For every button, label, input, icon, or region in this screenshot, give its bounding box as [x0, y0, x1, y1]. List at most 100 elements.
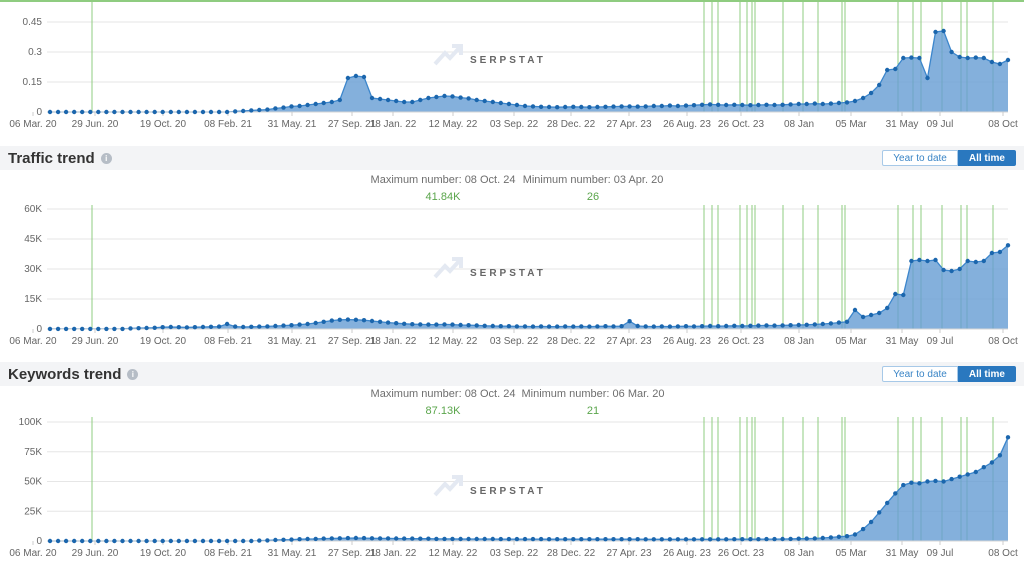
svg-text:28 Dec. 22: 28 Dec. 22: [547, 548, 596, 559]
svg-text:27 Apr. 23: 27 Apr. 23: [606, 336, 651, 347]
svg-text:08 Jan: 08 Jan: [784, 548, 814, 559]
svg-text:0: 0: [36, 536, 42, 547]
svg-text:30K: 30K: [24, 264, 42, 275]
svg-text:05 Mar: 05 Mar: [835, 336, 867, 347]
traffic-minimum: Minimum number: 03 Apr. 20 26: [523, 174, 664, 203]
svg-text:08 Feb. 21: 08 Feb. 21: [204, 336, 252, 347]
traffic-min-label: Minimum number: 03 Apr. 20: [522, 174, 664, 186]
svg-text:26 Aug. 23: 26 Aug. 23: [663, 548, 711, 559]
traffic-max-label: Maximum number: 08 Oct. 24: [370, 174, 516, 186]
svg-text:08 Feb. 21: 08 Feb. 21: [204, 548, 252, 559]
svg-text:05 Mar: 05 Mar: [835, 548, 867, 559]
svg-text:0.45: 0.45: [23, 17, 43, 28]
svg-text:08 Jan: 08 Jan: [784, 119, 814, 130]
svg-text:31 May. 21: 31 May. 21: [268, 336, 317, 347]
traffic-trend-header: Traffic trend i Year to date All time: [0, 146, 1024, 170]
svg-text:12 May. 22: 12 May. 22: [429, 336, 478, 347]
svg-text:06 Mar. 20: 06 Mar. 20: [9, 548, 57, 559]
traffic-min-value: 26: [586, 191, 600, 203]
keywords-trend-title: Keywords trend i: [8, 366, 139, 383]
keywords-range-toggle: Year to date All time: [882, 366, 1016, 382]
keywords-max-value: 87.13K: [425, 405, 461, 417]
svg-text:45K: 45K: [24, 234, 42, 245]
svg-text:03 Sep. 22: 03 Sep. 22: [490, 119, 539, 130]
svg-text:08 Oct: 08 Oct: [988, 548, 1018, 559]
svg-text:08 Oct: 08 Oct: [988, 336, 1018, 347]
svg-text:03 Sep. 22: 03 Sep. 22: [490, 548, 539, 559]
svg-text:19 Oct. 20: 19 Oct. 20: [140, 548, 187, 559]
svg-text:26 Oct. 23: 26 Oct. 23: [718, 119, 765, 130]
svg-text:31 May: 31 May: [886, 548, 919, 559]
svg-text:31 May: 31 May: [886, 119, 919, 130]
visibility-trend-chart[interactable]: 0.45 0.3 0.15 0 SERPSTAT 06 Mar. 20 29 Jun. 20…: [0, 0, 1024, 140]
year-to-date-button[interactable]: Year to date: [882, 150, 958, 166]
svg-text:SERPSTAT: SERPSTAT: [470, 486, 546, 497]
svg-text:05 Mar: 05 Mar: [835, 119, 867, 130]
svg-text:29 Jun. 20: 29 Jun. 20: [72, 548, 119, 559]
info-icon[interactable]: i: [100, 152, 112, 164]
svg-text:27 Sep. 21: 27 Sep. 21: [328, 336, 377, 347]
svg-text:28 Dec. 22: 28 Dec. 22: [547, 119, 596, 130]
svg-text:SERPSTAT: SERPSTAT: [470, 268, 546, 279]
svg-text:06 Mar. 20: 06 Mar. 20: [9, 119, 57, 130]
svg-text:06 Mar. 20: 06 Mar. 20: [9, 336, 57, 347]
traffic-minmax-row: Maximum number: 08 Oct. 24 41.84K Minimu…: [0, 174, 1024, 204]
svg-text:SERPSTAT: SERPSTAT: [470, 55, 546, 66]
keywords-trend-chart[interactable]: 100K 75K 50K 25K 0 SERPSTAT 06 Mar. 20 29 Jun. …: [0, 415, 1024, 562]
svg-text:0: 0: [36, 107, 42, 118]
svg-text:0.15: 0.15: [23, 77, 43, 88]
svg-text:27 Apr. 23: 27 Apr. 23: [606, 548, 651, 559]
svg-text:26 Aug. 23: 26 Aug. 23: [663, 119, 711, 130]
svg-text:26 Oct. 23: 26 Oct. 23: [718, 336, 765, 347]
svg-text:0: 0: [36, 324, 42, 335]
svg-text:09 Jul: 09 Jul: [927, 548, 954, 559]
keywords-min-value: 21: [586, 405, 600, 417]
svg-text:26 Aug. 23: 26 Aug. 23: [663, 336, 711, 347]
svg-text:60K: 60K: [24, 204, 42, 215]
svg-text:15K: 15K: [24, 294, 42, 305]
traffic-trend-chart[interactable]: 60K 45K 30K 15K 0 SERPSTAT 06 Mar. 20 29 Jun. 2…: [0, 203, 1024, 351]
traffic-max-value: 41.84K: [425, 191, 461, 203]
keywords-maximum: Maximum number: 08 Oct. 24 87.13K: [371, 388, 516, 417]
svg-text:08 Feb. 21: 08 Feb. 21: [204, 119, 252, 130]
svg-text:26 Oct. 23: 26 Oct. 23: [718, 548, 765, 559]
keywords-minimum: Minimum number: 06 Mar. 20 21: [521, 388, 664, 417]
all-time-button[interactable]: All time: [957, 150, 1016, 166]
svg-text:09 Jul: 09 Jul: [927, 119, 954, 130]
all-time-button[interactable]: All time: [957, 366, 1016, 382]
svg-text:50K: 50K: [24, 477, 42, 488]
svg-text:12 May. 22: 12 May. 22: [429, 119, 478, 130]
svg-text:27 Apr. 23: 27 Apr. 23: [606, 119, 651, 130]
svg-text:18 Jan. 22: 18 Jan. 22: [370, 336, 417, 347]
svg-text:29 Jun. 20: 29 Jun. 20: [72, 336, 119, 347]
svg-text:18 Jan. 22: 18 Jan. 22: [370, 119, 417, 130]
year-to-date-button[interactable]: Year to date: [882, 366, 958, 382]
svg-text:31 May. 21: 31 May. 21: [268, 119, 317, 130]
svg-text:27 Sep. 21: 27 Sep. 21: [328, 548, 377, 559]
svg-text:08 Jan: 08 Jan: [784, 336, 814, 347]
svg-text:18 Jan. 22: 18 Jan. 22: [370, 548, 417, 559]
svg-text:08 Oct: 08 Oct: [988, 119, 1018, 130]
info-icon[interactable]: i: [127, 368, 139, 380]
svg-text:0.3: 0.3: [28, 47, 42, 58]
svg-text:75K: 75K: [24, 447, 42, 458]
svg-text:29 Jun. 20: 29 Jun. 20: [72, 119, 119, 130]
keywords-max-label: Maximum number: 08 Oct. 24: [370, 388, 516, 400]
svg-text:19 Oct. 20: 19 Oct. 20: [140, 119, 187, 130]
svg-text:25K: 25K: [24, 506, 42, 517]
svg-text:09 Jul: 09 Jul: [927, 336, 954, 347]
keywords-minmax-row: Maximum number: 08 Oct. 24 87.13K Minimu…: [0, 388, 1024, 418]
svg-text:31 May: 31 May: [886, 336, 919, 347]
traffic-maximum: Maximum number: 08 Oct. 24 41.84K: [371, 174, 516, 203]
svg-text:28 Dec. 22: 28 Dec. 22: [547, 336, 596, 347]
svg-text:12 May. 22: 12 May. 22: [429, 548, 478, 559]
svg-text:03 Sep. 22: 03 Sep. 22: [490, 336, 539, 347]
svg-text:19 Oct. 20: 19 Oct. 20: [140, 336, 187, 347]
traffic-trend-title: Traffic trend i: [8, 150, 112, 167]
svg-text:31 May. 21: 31 May. 21: [268, 548, 317, 559]
svg-text:100K: 100K: [19, 417, 43, 428]
traffic-range-toggle: Year to date All time: [882, 150, 1016, 166]
keywords-trend-header: Keywords trend i Year to date All time: [0, 362, 1024, 386]
keywords-min-label: Minimum number: 06 Mar. 20: [521, 388, 665, 400]
svg-text:27 Sep. 21: 27 Sep. 21: [328, 119, 377, 130]
